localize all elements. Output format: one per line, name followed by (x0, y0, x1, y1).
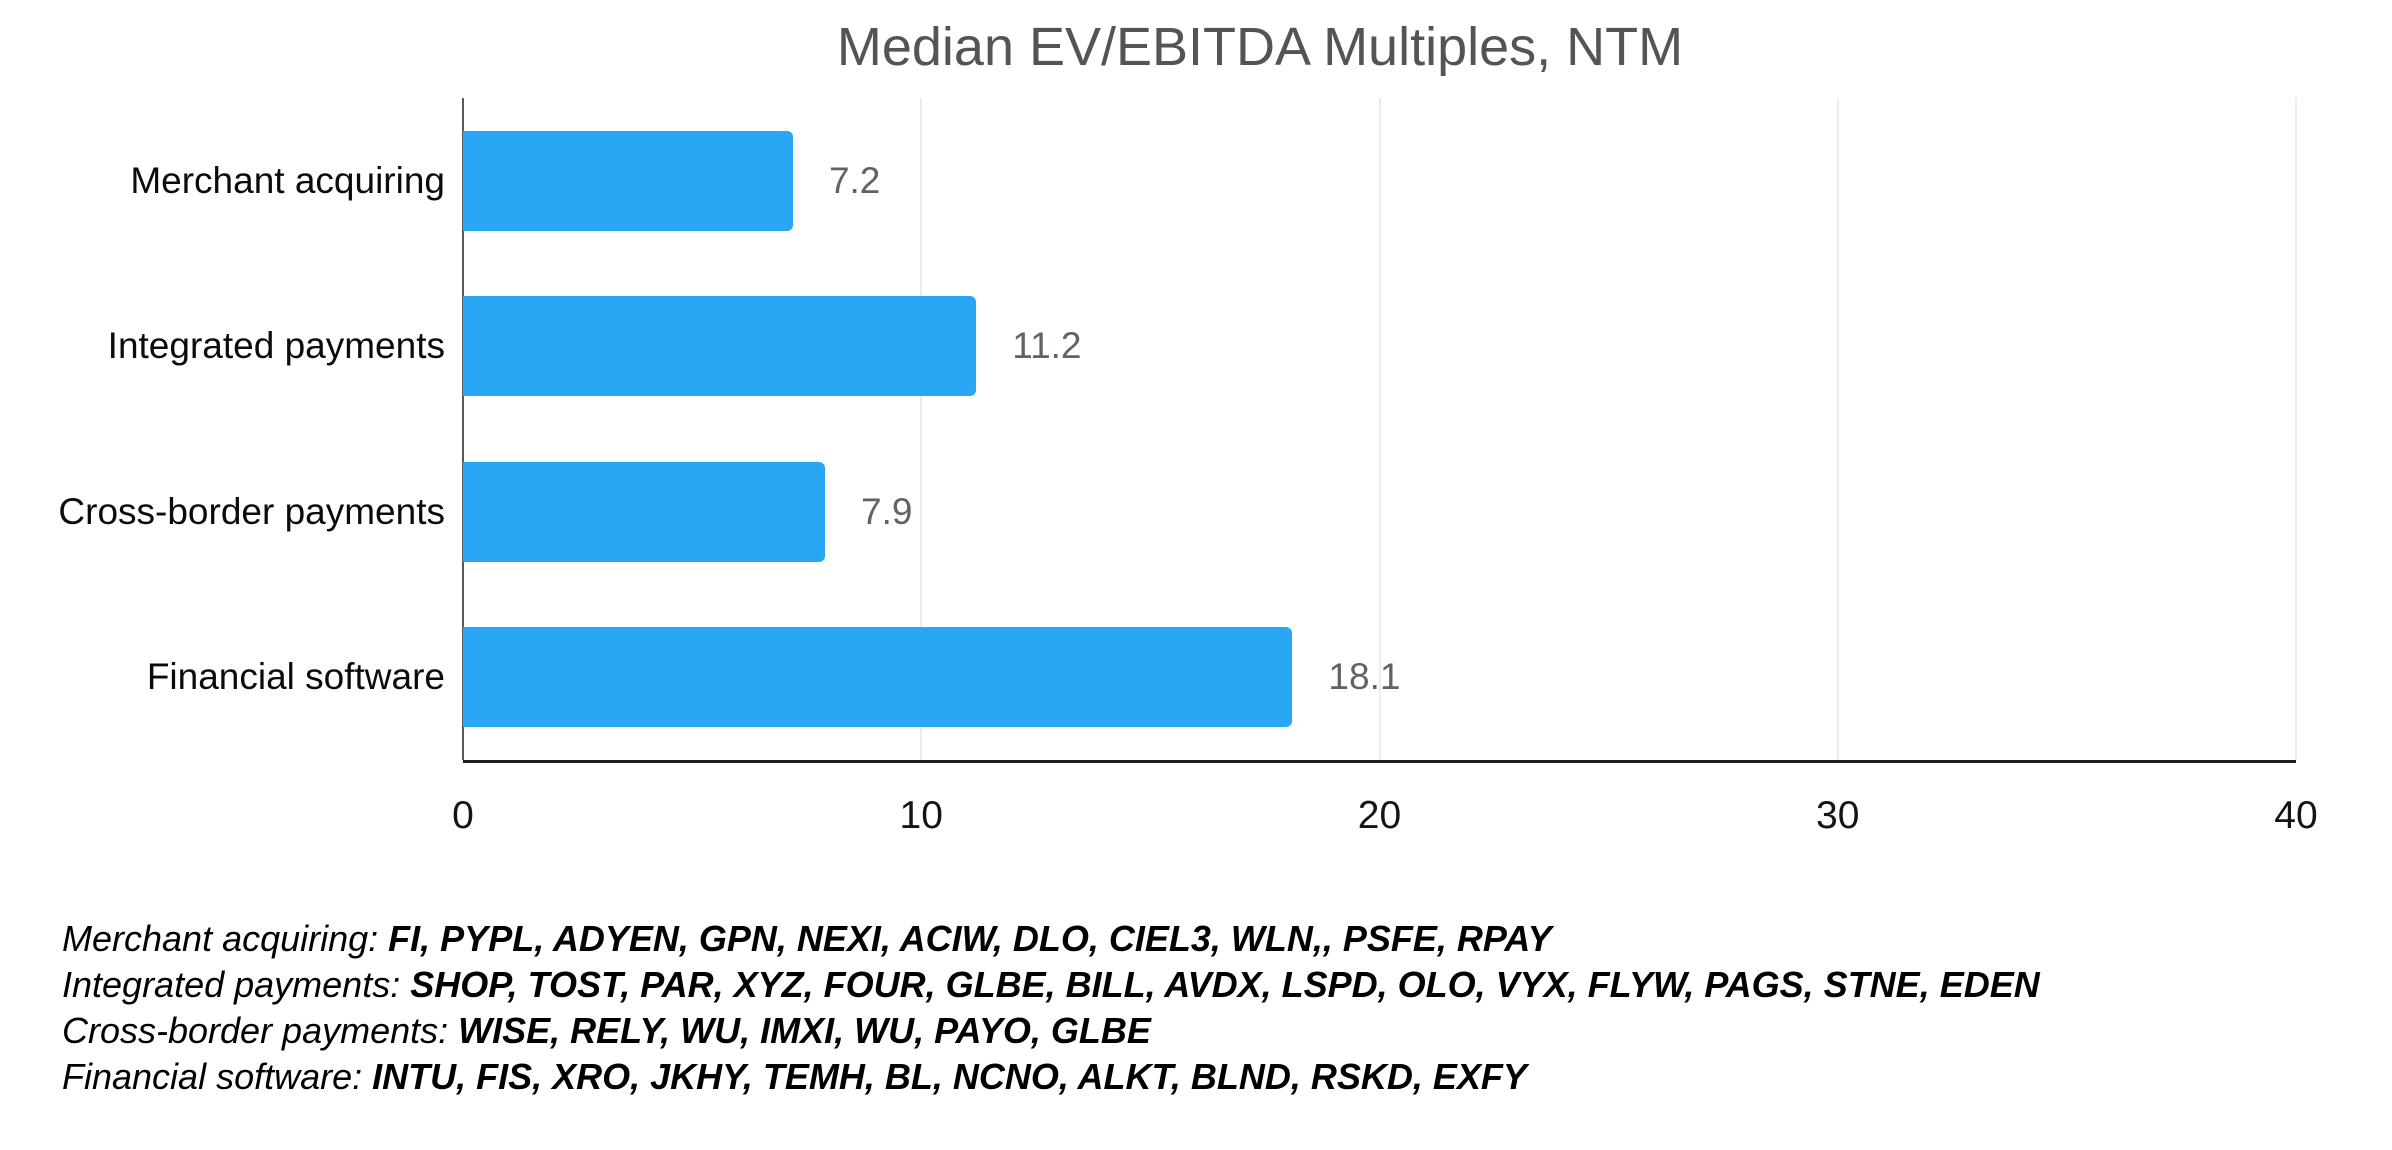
category-label: Financial software (146, 656, 445, 698)
category-label: Merchant acquiring (130, 159, 445, 201)
category-label: Cross-border payments (58, 490, 445, 532)
x-tick-label-40: 40 (2274, 794, 2318, 837)
y-axis-line (462, 98, 464, 760)
bar-row: Merchant acquiring 7.2 (130, 98, 2296, 264)
footnote-line: Cross-border payments: WISE, RELY, WU, I… (62, 1008, 2040, 1054)
footnote-category: Financial software: (62, 1056, 373, 1097)
bar (463, 130, 793, 231)
bar-row: Integrated payments 11.2 (108, 264, 2296, 430)
plot-area: Merchant acquiring 7.2 Integrated payments… (58, 98, 2297, 763)
bar-value-label: 18.1 (1328, 656, 1401, 698)
footnote-tickers: WISE, RELY, WU, IMXI, WU, PAYO, GLBE (458, 1010, 1151, 1051)
gridline-10 (920, 98, 923, 760)
footnote-line: Financial software: INTU, FIS, XRO, JKHY… (62, 1054, 2040, 1100)
footnote-category: Cross-border payments: (62, 1010, 459, 1051)
footnote-tickers: SHOP, TOST, PAR, XYZ, FOUR, GLBE, BILL, … (410, 964, 2040, 1005)
footnote-category: Integrated payments: (62, 964, 411, 1005)
footnote-line: Integrated payments: SHOP, TOST, PAR, XY… (62, 962, 2040, 1008)
bar (463, 296, 977, 397)
footnote-category: Merchant acquiring: (62, 918, 389, 959)
x-tick-label-0: 0 (452, 794, 474, 837)
footnote-tickers: FI, PYPL, ADYEN, GPN, NEXI, ACIW, DLO, C… (388, 918, 1552, 959)
x-tick-label-10: 10 (899, 794, 943, 837)
gridline-20 (1378, 98, 1381, 760)
bar-row: Cross-border payments 7.9 (58, 429, 2296, 595)
bar-value-label: 11.2 (1012, 325, 1082, 367)
gridline-30 (1836, 98, 1839, 760)
bar-value-label: 7.2 (828, 159, 881, 201)
x-tick-label-30: 30 (1816, 794, 1860, 837)
category-label: Integrated payments (107, 325, 445, 367)
bar-value-label: 7.9 (861, 490, 913, 532)
chart-title: Median EV/EBITDA Multiples, NTM (836, 17, 1684, 77)
footnote-tickers: INTU, FIS, XRO, JKHY, TEMH, BL, NCNO, AL… (372, 1056, 1527, 1097)
footnotes: Merchant acquiring: FI, PYPL, ADYEN, GPN… (62, 916, 2040, 1100)
bar (463, 627, 1293, 728)
gridline-40 (2295, 98, 2297, 760)
bar (463, 461, 826, 562)
x-tick-label-20: 20 (1357, 794, 1402, 837)
bar-row: Financial software 18.1 (147, 595, 2296, 761)
footnote-line: Merchant acquiring: FI, PYPL, ADYEN, GPN… (62, 916, 2040, 962)
x-axis: 0 10 20 30 40 (452, 778, 2318, 848)
